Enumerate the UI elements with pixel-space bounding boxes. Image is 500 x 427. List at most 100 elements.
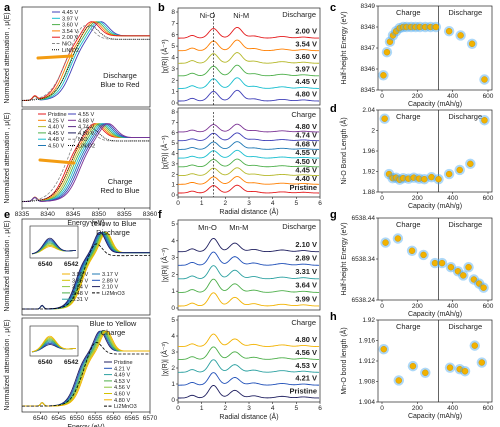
- d-point: [435, 175, 442, 183]
- h-region-label: Discharge: [448, 322, 482, 331]
- b_top-series-line: [178, 27, 320, 39]
- c-ylabel: Half-height Energy (eV): [341, 11, 348, 84]
- b_top-ytick-label: 8: [171, 9, 175, 16]
- d-point: [381, 115, 388, 122]
- e_top-frame: [21, 218, 151, 316]
- a_top-frame: [21, 6, 151, 108]
- a_bottom-legend-label: Pristine: [48, 112, 67, 118]
- c-ytick-label: 8349: [361, 3, 376, 10]
- e_bottom-legend-label: 4.60 V: [114, 392, 130, 398]
- a_bottom-legend-label: 4.48 V: [48, 137, 64, 143]
- c-point: [468, 40, 476, 47]
- b_top-series-line: [178, 89, 320, 102]
- a_top-legend-label: 3.97 V: [62, 16, 78, 22]
- e_bottom-legend-label: Pristine: [114, 360, 133, 366]
- f_top-ytick-label: 2: [171, 271, 175, 278]
- h-region-label: Charge: [396, 322, 421, 331]
- a_bottom-legend-label: 4.25 V: [48, 118, 64, 124]
- b_bottom-xtick-label: 6: [318, 200, 322, 207]
- f_top-series-line: [178, 238, 320, 253]
- c-region-label: Discharge: [448, 8, 482, 17]
- f_bottom-series-label: 4.80 V: [295, 335, 317, 344]
- d-point: [421, 175, 428, 183]
- a_top-legend-label: 3.54 V: [62, 29, 78, 35]
- c-xtick-label: 200: [412, 93, 423, 100]
- f_bottom-xtick-label: 4: [271, 405, 275, 412]
- f_bottom-series-label: Pristine: [289, 387, 317, 396]
- e_top-legend-label: 3.31 V: [72, 297, 88, 303]
- e_top-series-line: [22, 231, 150, 310]
- c-ytick-label: 8345: [361, 87, 376, 94]
- b_bottom-xtick-label: 5: [295, 200, 299, 207]
- b_bottom-series-label: 4.68 V: [295, 139, 317, 148]
- b_bottom-series-label: 4.74 V: [295, 131, 317, 140]
- h-ytick-label: 1.908: [359, 379, 376, 386]
- c-ytick-label: 8346: [361, 66, 376, 73]
- b_bottom-series-line: [177, 141, 320, 150]
- h-ytick-label: 1.912: [359, 358, 376, 365]
- c-region-label: Charge: [396, 8, 421, 17]
- e_top-legend-label: 3.99 V: [72, 272, 88, 278]
- b_top-ytick-label: 2: [171, 77, 175, 84]
- b_bottom-series-line: [178, 167, 320, 177]
- b_top-ytick-label: 0: [171, 100, 175, 107]
- f_bottom-xlabel: Radial distance (Å): [219, 412, 278, 421]
- b_top-ytick-label: 6: [171, 32, 175, 39]
- a_bottom-legend-label: 4.45 V: [48, 131, 64, 137]
- f_top-peak-label: Mn-M: [229, 223, 248, 232]
- g-ylabel: Half-height Energy (eV): [341, 222, 348, 295]
- a-top-ylabel: Normalized attenuation , μ(E): [4, 12, 11, 103]
- e_bottom-reference-line: [22, 342, 150, 407]
- c-xtick-label: 0: [380, 93, 384, 100]
- d-point: [428, 173, 435, 181]
- f_top-series-line: [177, 251, 320, 266]
- f_bottom-series-line: [177, 359, 320, 373]
- e_top-reference-line: [22, 243, 150, 310]
- a_bottom-trend-arrow: [38, 158, 76, 165]
- b_top-ytick-label: 4: [171, 55, 175, 62]
- b_bottom-xlabel: Radial distance (Å): [219, 207, 278, 216]
- g-xlabel: Capacity (mAh/g): [408, 311, 462, 318]
- d-xtick-label: 400: [447, 195, 458, 202]
- g-point: [465, 264, 472, 271]
- d-point: [445, 170, 453, 178]
- e_top-legend-label: 2.10 V: [102, 285, 118, 291]
- d-region-label: Discharge: [448, 112, 482, 121]
- h-point: [380, 346, 387, 353]
- b_bottom-ylabel: |χ(R)| (Å⁻³): [160, 135, 169, 169]
- f_top-series-label: 2.10 V: [295, 240, 317, 249]
- h-ytick-label: 1.916: [359, 338, 376, 345]
- f_top-series-label: 3.64 V: [295, 281, 317, 290]
- b_bottom-series-label: 4.55 V: [295, 148, 317, 157]
- f_bottom-xtick-label: 1: [200, 405, 204, 412]
- panel-label-a: a: [4, 2, 11, 14]
- g-xtick-label: 200: [412, 303, 423, 310]
- a_bottom-xtick-label: 8360: [143, 211, 158, 218]
- a_bottom-legend-label: NiO: [78, 137, 88, 143]
- a_top-legend-label: 3.60 V: [62, 23, 78, 29]
- e_bottom-legend-label: 4.21 V: [114, 366, 130, 372]
- f_top-series-label: 3.31 V: [295, 267, 317, 276]
- a_top-legend-label: LiNiO2: [62, 48, 79, 54]
- c-xlabel: Capacity (mAh/g): [408, 101, 462, 108]
- c-point: [386, 38, 394, 45]
- e_bottom-legend-label: Li2MnO3: [114, 404, 137, 410]
- g-ytick-label: 6538.24: [352, 297, 376, 304]
- b_bottom-ytick-label: 7: [171, 119, 175, 126]
- e_top-note: Yellow to Blue: [90, 219, 137, 228]
- h-ytick-label: 1.904: [359, 399, 376, 406]
- b_bottom-series-label: 4.40 V: [295, 174, 317, 183]
- e_bottom-inset-tick: 6542: [64, 359, 79, 366]
- f_bottom-ytick-label: 2: [171, 365, 175, 372]
- d-ytick-label: 1.92: [362, 169, 375, 176]
- f_bottom-xtick-label: 2: [224, 405, 228, 412]
- panel-label-c: c: [330, 2, 336, 14]
- d-region-label: Charge: [396, 112, 421, 121]
- a_bottom-legend-label: 4.40 V: [48, 125, 64, 131]
- e_bottom-xlabel: Energy (eV): [67, 424, 104, 427]
- b_bottom-series-label: 4.80 V: [295, 122, 317, 131]
- e_bottom-legend-label: 4.53 V: [114, 379, 130, 385]
- b_bottom-xtick-label: 2: [224, 200, 228, 207]
- a_top-legend-label: NiO: [62, 42, 72, 48]
